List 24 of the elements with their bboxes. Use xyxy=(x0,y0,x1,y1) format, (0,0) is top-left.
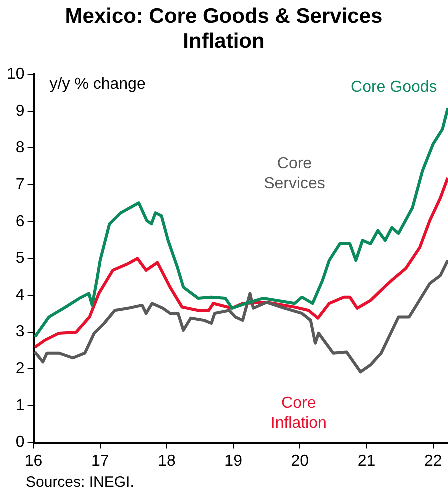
x-tick-label: 22 xyxy=(424,452,442,470)
x-tick-label: 18 xyxy=(158,452,176,470)
y-tick-label: 8 xyxy=(16,140,25,157)
series-label: Core Goods xyxy=(351,78,438,96)
y-tick-label: 1 xyxy=(16,397,25,414)
y-tick-label: 6 xyxy=(16,213,25,230)
chart-title: Mexico: Core Goods & Services Inflation xyxy=(64,4,384,55)
y-tick-label: 4 xyxy=(16,286,25,304)
x-tick-label: 21 xyxy=(358,452,376,470)
y-tick-label: 3 xyxy=(16,324,25,341)
y-tick-label: 7 xyxy=(16,176,25,194)
x-tick-label: 19 xyxy=(224,452,243,470)
y-tick-label: 2 xyxy=(16,360,25,378)
y-tick-label: 0 xyxy=(16,434,25,452)
x-tick-label: 20 xyxy=(291,452,310,470)
y-tick-label: 10 xyxy=(7,66,25,84)
text: Core Services xyxy=(264,155,326,192)
text: Core Inflation xyxy=(270,394,327,432)
y-tick-label: 5 xyxy=(16,250,25,268)
y-axis-title: y/y % change xyxy=(50,76,146,94)
y-tick-label: 9 xyxy=(16,102,25,120)
source-note: Sources: INEGI. xyxy=(26,474,136,491)
x-tick-label: 17 xyxy=(91,452,110,470)
x-tick-label: 16 xyxy=(24,452,43,470)
